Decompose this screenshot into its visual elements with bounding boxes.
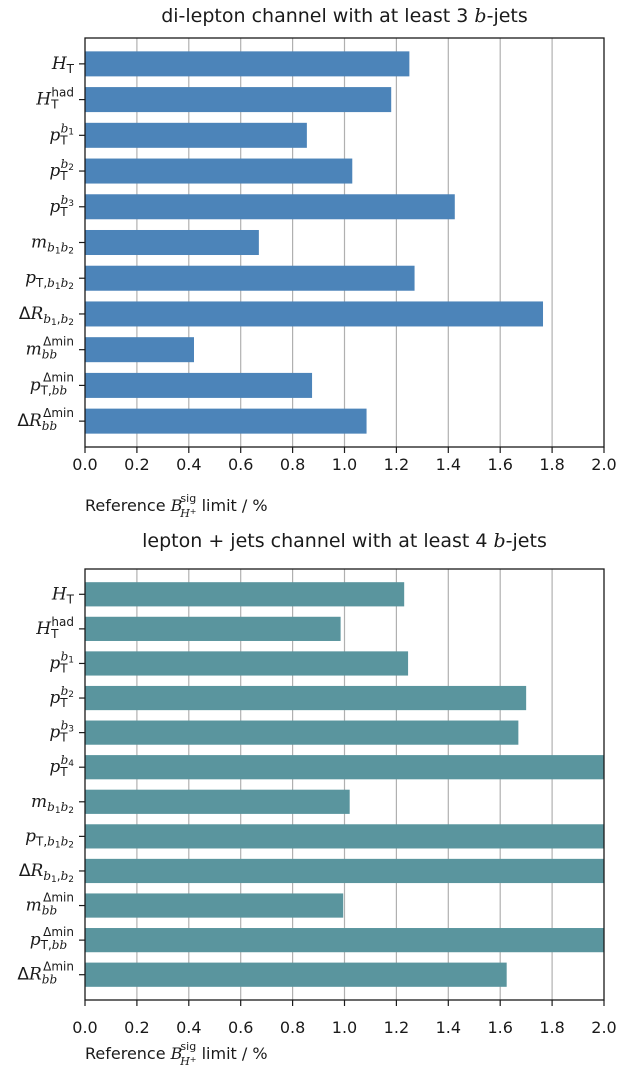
- bar: [85, 720, 519, 745]
- x-tick-label: 1.6: [487, 1018, 512, 1037]
- category-label: pT,b1b2: [25, 268, 74, 292]
- bar: [85, 651, 409, 676]
- category-label: mb1b2: [31, 791, 74, 815]
- bar: [85, 616, 341, 641]
- x-tick-label: 1.0: [332, 1018, 357, 1037]
- bar: [85, 87, 392, 113]
- bars: [85, 51, 544, 434]
- x-tick-label: 1.4: [436, 455, 461, 474]
- y-axis-labels: HT HThad pTb1 pTb2 pTb3 mb1b2 pT,b1b2 ΔRb1,b2 mb…: [17, 53, 85, 433]
- bar: [85, 962, 507, 987]
- category-label: pTb2: [49, 157, 74, 183]
- bar: [85, 229, 259, 256]
- x-axis-label: Reference Bsig H+ limit / %: [85, 1040, 268, 1068]
- chart-title: lepton + jets channel with at least 4 b-…: [142, 530, 547, 552]
- x-tick-label: 2.0: [591, 1018, 616, 1037]
- category-label: mbbΔmin: [26, 890, 74, 917]
- category-label: HT: [51, 53, 75, 75]
- x-tick-label: 0.2: [124, 455, 149, 474]
- bar: [85, 122, 307, 148]
- x-tick-label: 0.0: [72, 455, 97, 474]
- category-label: pTb1: [49, 649, 74, 675]
- bar: [85, 755, 604, 780]
- bars: [85, 582, 604, 987]
- category-label: pT,bbΔmin: [30, 370, 74, 397]
- category-label: pTb4: [49, 753, 74, 779]
- x-tick-label: 0.0: [72, 1018, 97, 1037]
- category-label: HT: [51, 584, 75, 606]
- category-label: ΔRb1,b2: [19, 303, 74, 327]
- category-label: mbbΔmin: [26, 334, 74, 361]
- x-tick-label: 0.6: [228, 1018, 253, 1037]
- bar: [85, 408, 367, 434]
- category-label: pTb3: [49, 718, 74, 744]
- bar: [85, 158, 353, 184]
- x-tick-label: 1.2: [384, 1018, 409, 1037]
- bar: [85, 194, 455, 220]
- bar: [85, 337, 194, 363]
- category-label: HThad: [35, 85, 74, 111]
- bar: [85, 824, 604, 849]
- x-tick-label: 1.8: [539, 1018, 564, 1037]
- x-tick-label: 0.8: [280, 455, 305, 474]
- chart-title: di-lepton channel with at least 3 b-jets: [161, 5, 528, 27]
- bar: [85, 51, 410, 77]
- x-axis-label: Reference Bsig H+ limit / %: [85, 492, 268, 520]
- x-tick-label: 1.4: [436, 1018, 461, 1037]
- x-tick-label: 1.0: [332, 455, 357, 474]
- chart-dilepton: di-lepton channel with at least 3 b-jets…: [17, 5, 616, 520]
- x-tick-label: 1.2: [384, 455, 409, 474]
- category-label: HThad: [35, 614, 74, 640]
- x-tick-label: 0.4: [176, 455, 201, 474]
- bar: [85, 928, 604, 953]
- category-label: pTb2: [49, 684, 74, 710]
- category-label: ΔRbbΔmin: [17, 406, 74, 433]
- x-tick-label: 0.6: [228, 455, 253, 474]
- bar: [85, 858, 604, 884]
- category-label: ΔRb1,b2: [19, 860, 74, 884]
- category-label: mb1b2: [31, 232, 74, 256]
- bar: [85, 372, 313, 398]
- chart-lepton-jets: lepton + jets channel with at least 4 b-…: [17, 530, 616, 1068]
- category-label: pTb3: [49, 192, 74, 218]
- bar: [85, 893, 344, 918]
- x-tick-label: 2.0: [591, 455, 616, 474]
- x-axis-ticks: 0.0 0.2 0.4 0.6 0.8 1.0 1.2 1.4 1.6 1.8 2.0: [72, 1000, 617, 1037]
- bar: [85, 265, 415, 291]
- bar: [85, 582, 405, 607]
- x-tick-label: 1.6: [487, 455, 512, 474]
- x-tick-label: 0.8: [280, 1018, 305, 1037]
- x-tick-label: 1.8: [539, 455, 564, 474]
- category-label: pTb1: [49, 121, 74, 147]
- bar: [85, 789, 350, 814]
- y-axis-labels: HT HThad pTb1 pTb2 pTb3 pTb4 mb1b2 pT,b1b2 ΔRb1,…: [17, 584, 85, 986]
- category-label: pT,b1b2: [25, 826, 74, 850]
- category-label: ΔRbbΔmin: [17, 959, 74, 986]
- bar: [85, 685, 527, 711]
- x-axis-ticks: 0.0 0.2 0.4 0.6 0.8 1.0 1.2 1.4 1.6 1.8 2.0: [72, 447, 617, 474]
- x-tick-label: 0.4: [176, 1018, 201, 1037]
- x-tick-label: 0.2: [124, 1018, 149, 1037]
- bar: [85, 301, 544, 327]
- category-label: pT,bbΔmin: [30, 925, 74, 952]
